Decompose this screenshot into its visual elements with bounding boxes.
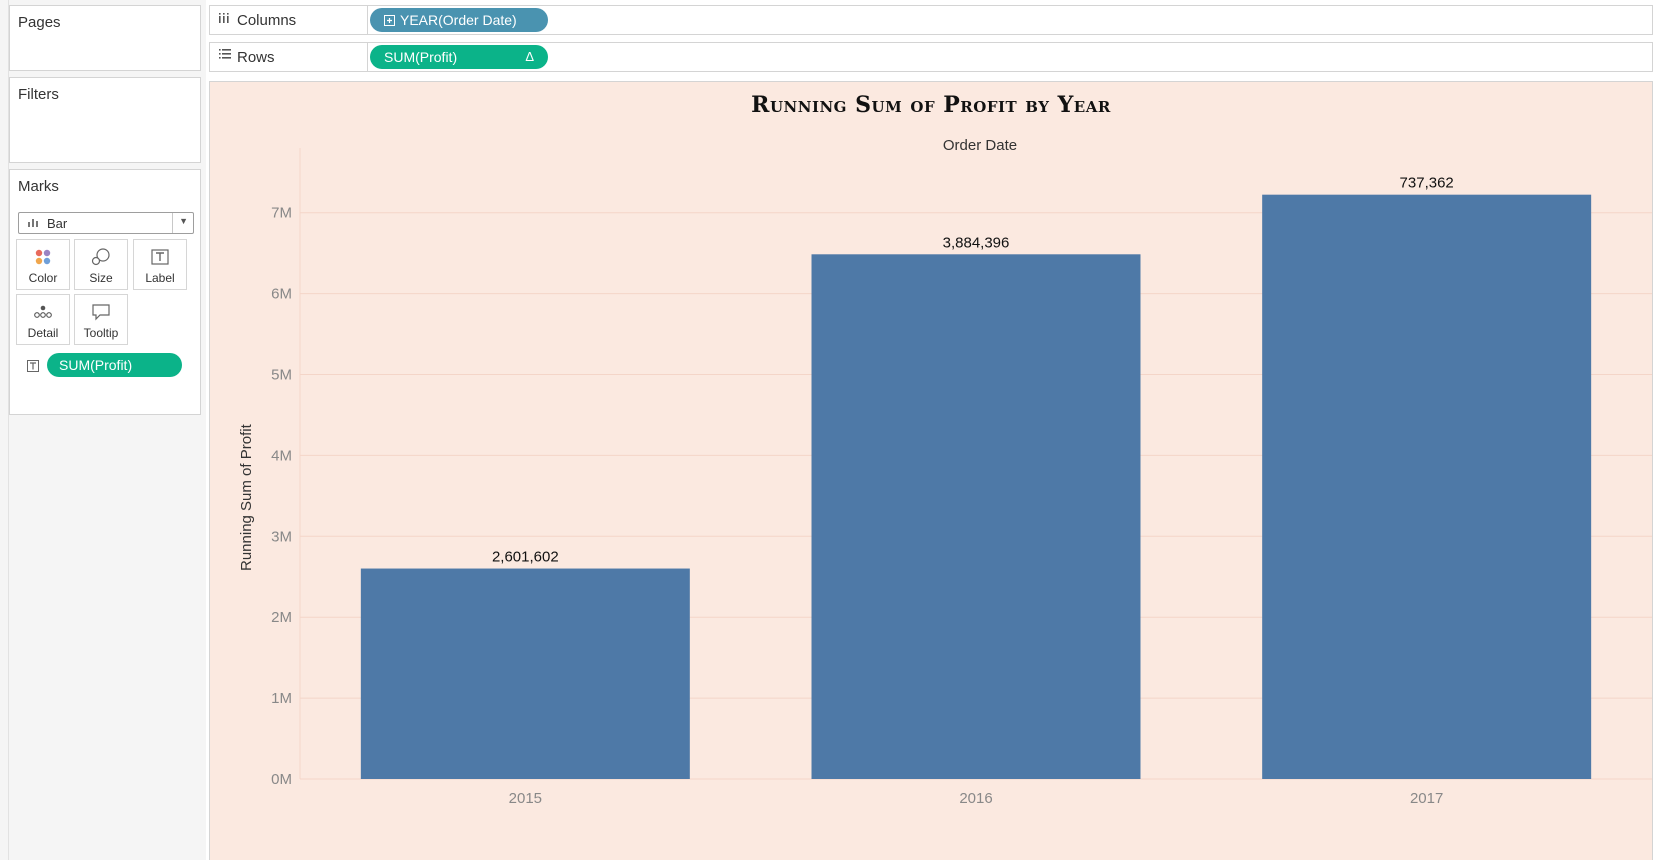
filters-card[interactable]: Filters [9,77,201,163]
tooltip-button[interactable]: Tooltip [74,294,128,345]
columns-label: Columns [237,12,297,29]
text-label-icon [27,359,39,377]
marks-card: Marks Bar ▼ Color Size Label Detail [9,169,201,415]
mark-type-dropdown[interactable]: Bar ▼ [18,212,194,234]
chevron-down-icon[interactable]: ▼ [179,216,188,226]
shelf-separator [367,6,368,34]
rows-pill-label: SUM(Profit) [384,49,458,65]
left-edge-strip [0,0,9,860]
x-tick-label: 2017 [1410,790,1443,807]
color-dots-icon [17,246,69,268]
y-tick-label: 0M [271,771,292,788]
bar-2016[interactable] [811,254,1141,780]
column-header: Order Date [942,137,1018,154]
bar-chart: 0M 1M 2M 3M 4M 5M 6M 7M 2,601,602 2015 3,884,396 20… [271,148,1652,807]
y-tick-label: 7M [271,205,292,222]
detail-button-label: Detail [27,326,59,340]
chart-title: Running Sum of Profit by Year [751,92,1111,118]
filters-title: Filters [18,86,59,103]
label-button[interactable]: Label [133,239,187,290]
y-tick-label: 1M [271,690,292,707]
text-label-icon [134,246,186,268]
pages-card[interactable]: Pages [9,5,201,71]
data-label: 2,601,602 [492,549,559,566]
shelf-separator [367,43,368,71]
rows-icon [218,48,232,63]
rows-shelf[interactable]: Rows SUM(Profit) Δ [209,42,1653,72]
y-tick-label: 6M [271,286,292,303]
color-button-label: Color [28,271,58,285]
data-label: 3,884,396 [943,234,1010,251]
rows-pill[interactable]: SUM(Profit) Δ [370,45,548,69]
detail-button[interactable]: Detail [16,294,70,345]
mark-type-value: Bar [47,216,68,231]
tooltip-button-label: Tooltip [83,326,119,340]
y-tick-label: 4M [271,447,292,464]
expand-plus-icon[interactable] [384,8,395,32]
data-label: 737,362 [1400,175,1454,192]
size-icon [75,246,127,268]
bar-2017[interactable] [1262,194,1592,779]
columns-shelf[interactable]: Columns YEAR(Order Date) [209,5,1653,35]
dropdown-separator [172,213,173,233]
label-button-label: Label [145,271,175,285]
x-tick-label: 2016 [959,790,992,807]
visualization-pane: Running Sum of Profit by Year Order Date… [209,81,1653,860]
size-button[interactable]: Size [74,239,128,290]
columns-pill-label: YEAR(Order Date) [400,12,517,28]
columns-icon [218,11,230,28]
bar-chart-icon [27,216,39,231]
marks-field-pill-label: SUM(Profit) [59,357,133,373]
y-tick-label: 3M [271,528,292,545]
rows-label: Rows [237,49,275,66]
bar-2015[interactable] [360,568,690,779]
columns-pill[interactable]: YEAR(Order Date) [370,8,548,32]
tooltip-icon [75,301,127,323]
marks-title: Marks [18,178,59,195]
y-tick-label: 2M [271,609,292,626]
marks-field-pill[interactable]: SUM(Profit) [47,353,182,377]
x-tick-label: 2015 [509,790,542,807]
delta-icon: Δ [525,49,534,64]
y-tick-label: 5M [271,367,292,384]
size-button-label: Size [89,271,113,285]
color-button[interactable]: Color [16,239,70,290]
detail-dots-icon [17,301,69,323]
pages-title: Pages [18,14,61,31]
